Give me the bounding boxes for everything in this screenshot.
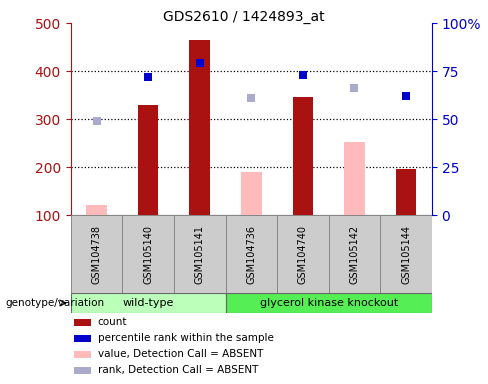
Text: percentile rank within the sample: percentile rank within the sample	[98, 333, 274, 343]
Text: GSM105140: GSM105140	[143, 225, 153, 284]
Text: GDS2610 / 1424893_at: GDS2610 / 1424893_at	[163, 10, 325, 23]
Bar	[74, 351, 91, 358]
Bar	[293, 98, 313, 215]
Text: genotype/variation: genotype/variation	[5, 298, 104, 308]
Bar	[138, 104, 159, 215]
Bar	[71, 215, 122, 294]
Bar	[74, 319, 91, 326]
Bar	[380, 215, 432, 294]
Bar	[86, 205, 107, 215]
Bar	[329, 215, 380, 294]
Text: GSM105142: GSM105142	[349, 225, 360, 284]
Text: rank, Detection Call = ABSENT: rank, Detection Call = ABSENT	[98, 365, 258, 375]
Bar	[225, 293, 432, 313]
Bar	[277, 215, 329, 294]
Text: wild-type: wild-type	[122, 298, 174, 308]
Text: GSM104738: GSM104738	[92, 225, 102, 284]
Text: GSM104740: GSM104740	[298, 225, 308, 284]
Text: glycerol kinase knockout: glycerol kinase knockout	[260, 298, 398, 308]
Text: GSM105144: GSM105144	[401, 225, 411, 284]
Bar	[122, 215, 174, 294]
Bar	[74, 335, 91, 342]
Bar	[189, 40, 210, 215]
Bar	[241, 172, 262, 215]
Text: GSM104736: GSM104736	[246, 225, 256, 284]
Bar	[174, 215, 225, 294]
Text: GSM105141: GSM105141	[195, 225, 205, 284]
Bar	[74, 367, 91, 374]
Bar	[71, 293, 225, 313]
Bar	[225, 215, 277, 294]
Text: count: count	[98, 317, 127, 327]
Bar	[396, 169, 416, 215]
Text: value, Detection Call = ABSENT: value, Detection Call = ABSENT	[98, 349, 263, 359]
Bar	[344, 142, 365, 215]
